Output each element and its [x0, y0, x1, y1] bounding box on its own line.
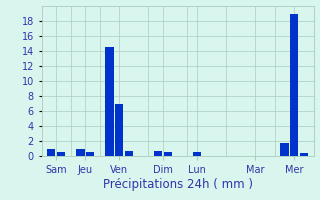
Bar — [290, 14, 298, 156]
Bar — [86, 152, 94, 156]
Bar — [115, 104, 124, 156]
Bar — [280, 143, 289, 156]
Bar — [47, 148, 55, 156]
Bar — [57, 152, 65, 156]
Bar — [193, 152, 201, 156]
Bar — [76, 148, 84, 156]
Bar — [125, 151, 133, 156]
Bar — [164, 152, 172, 156]
Bar — [154, 151, 162, 156]
X-axis label: Précipitations 24h ( mm ): Précipitations 24h ( mm ) — [103, 178, 252, 191]
Bar — [300, 153, 308, 156]
Bar — [106, 47, 114, 156]
